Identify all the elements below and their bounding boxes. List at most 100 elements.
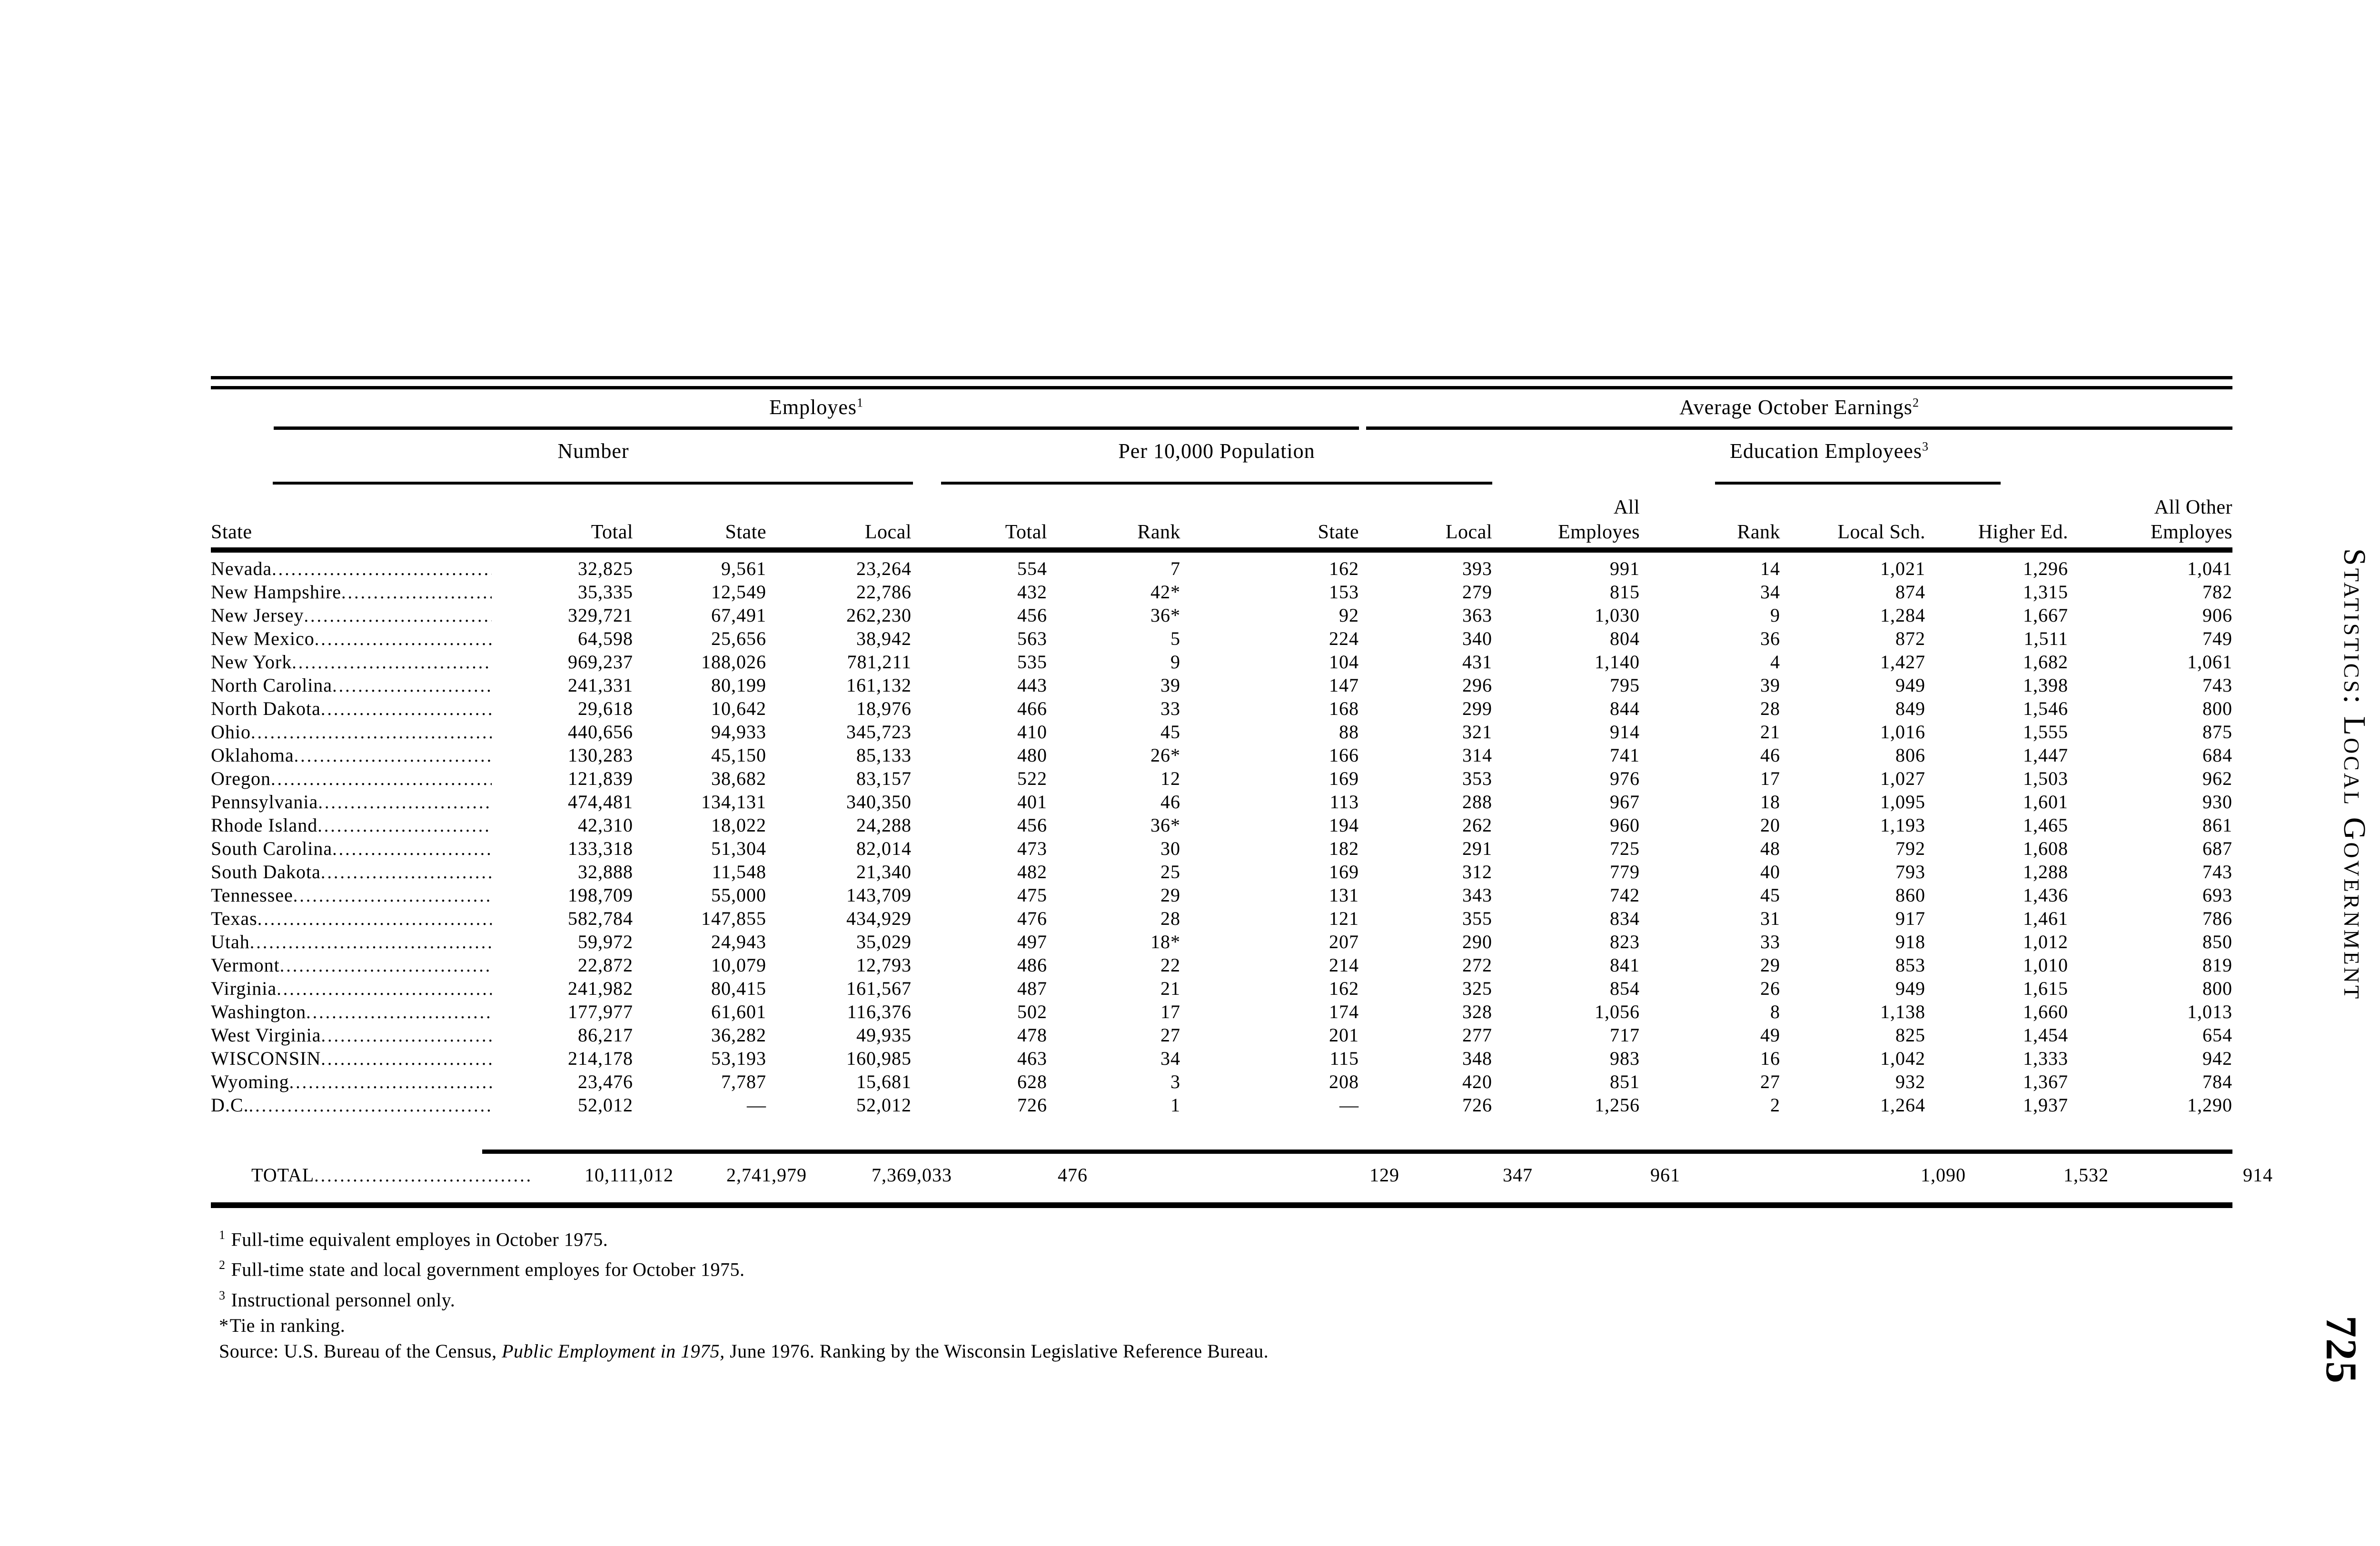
state-label: Washington	[211, 1000, 492, 1023]
value-cell: 918	[1895, 931, 1925, 952]
value-cell: 806	[1895, 744, 1925, 766]
value-cell: 59,972	[578, 931, 633, 952]
value-cell: 962	[2202, 768, 2232, 789]
value-cell: 393	[1462, 558, 1492, 579]
value-cell: 1,027	[1880, 768, 1925, 789]
value-cell: 554	[1017, 558, 1047, 579]
value-cell: 1,056	[1595, 1001, 1640, 1022]
value-cell: 522	[1017, 768, 1047, 789]
column-header: Higher Ed.	[1978, 521, 2068, 543]
value-cell: 850	[2202, 931, 2232, 952]
value-cell: 42*	[1150, 581, 1180, 603]
value-cell: 363	[1462, 605, 1492, 626]
value-cell: 32,888	[578, 861, 633, 882]
value-cell: 1,667	[2023, 605, 2068, 626]
dot-leader	[258, 907, 492, 930]
value-cell: 174	[1329, 1001, 1359, 1022]
value-cell: 1,288	[2023, 861, 2068, 882]
column-header: All Employes	[1558, 496, 1640, 543]
state-name: North Dakota	[211, 698, 321, 719]
value-cell: 168	[1329, 698, 1359, 719]
state-label: Tennessee	[211, 883, 492, 907]
value-cell: 27	[1760, 1071, 1780, 1092]
value-cell: 345,723	[846, 721, 912, 743]
subgroup-header-number: Number	[557, 439, 629, 463]
value-cell: 1,511	[2023, 628, 2068, 649]
state-name: Vermont	[211, 954, 280, 976]
value-cell: 9,561	[721, 558, 766, 579]
state-name: Wyoming	[211, 1071, 289, 1092]
value-cell: 443	[1017, 674, 1047, 696]
value-cell: 684	[2202, 744, 2232, 766]
state-label: TOTAL	[211, 1160, 532, 1190]
state-label: Oklahoma	[211, 743, 492, 767]
value-cell: 1,555	[2023, 721, 2068, 743]
value-cell: 194	[1329, 814, 1359, 836]
value-cell: 133,318	[568, 838, 633, 859]
value-cell: 39	[1760, 674, 1780, 696]
value-cell: 976	[1610, 768, 1640, 789]
value-cell: 983	[1610, 1048, 1640, 1069]
value-cell: 693	[2202, 884, 2232, 906]
footnote-text: Tie in ranking.	[229, 1314, 346, 1336]
value-cell: 930	[2202, 791, 2232, 813]
dot-leader	[250, 930, 492, 953]
value-cell: 214	[1329, 954, 1359, 976]
value-cell: 355	[1462, 908, 1492, 929]
footnote: *Tie in ranking.	[219, 1313, 1269, 1338]
state-label: North Carolina	[211, 674, 492, 697]
table-row: New Mexico 64,598 25,656 38,942 563 5 224 340 80…	[211, 627, 2232, 650]
value-cell: 45,150	[711, 744, 766, 766]
value-cell: 726	[1462, 1094, 1492, 1116]
value-cell: 1,012	[2023, 931, 2068, 952]
value-cell: 262,230	[846, 605, 912, 626]
value-cell: 849	[1895, 698, 1925, 719]
table-row: Washington 177,977 61,601 116,376 502 17 174 32…	[211, 1000, 2232, 1023]
value-cell: 169	[1329, 861, 1359, 882]
subgroup-header-education-label: Education Employees	[1730, 439, 1922, 463]
group-header-earnings: Average October Earnings2	[1366, 396, 2232, 419]
value-cell: 36	[1760, 628, 1780, 649]
state-name: Nevada	[211, 558, 272, 579]
value-cell: 115	[1329, 1048, 1359, 1069]
value-cell: 40	[1760, 861, 1780, 882]
state-name: D.C.	[211, 1094, 249, 1116]
value-cell: 420	[1462, 1071, 1492, 1092]
value-cell: 35,335	[578, 581, 633, 603]
value-cell: 853	[1895, 954, 1925, 976]
value-cell: 291	[1462, 838, 1492, 859]
value-cell: 80,199	[711, 674, 766, 696]
value-cell: 153	[1329, 581, 1359, 603]
state-label: New Mexico	[211, 627, 492, 650]
value-cell: 874	[1895, 581, 1925, 603]
state-name: South Carolina	[211, 838, 333, 859]
value-cell: 473	[1017, 838, 1047, 859]
state-name: Oklahoma	[211, 744, 294, 766]
value-cell: 10,079	[711, 954, 766, 976]
value-cell: 279	[1462, 581, 1492, 603]
value-cell: 456	[1017, 605, 1047, 626]
value-cell: 34	[1760, 581, 1780, 603]
value-cell: 288	[1462, 791, 1492, 813]
dot-leader	[314, 1160, 532, 1190]
dot-leader	[292, 650, 492, 674]
state-label: Oregon	[211, 767, 492, 790]
value-cell: 33	[1760, 931, 1780, 952]
footnote-marker: 2	[219, 1258, 226, 1272]
source-prefix: Source: U.S. Bureau of the Census,	[219, 1340, 502, 1362]
table-bottom-rule	[211, 1202, 2232, 1208]
state-label: D.C.	[211, 1093, 492, 1117]
source-line: Source: U.S. Bureau of the Census, Publi…	[219, 1338, 1269, 1364]
value-cell: 834	[1610, 908, 1640, 929]
value-cell: 21	[1160, 978, 1180, 999]
value-cell: 1,315	[2023, 581, 2068, 603]
value-cell: 1,095	[1880, 791, 1925, 813]
value-cell: 860	[1895, 884, 1925, 906]
value-cell: 348	[1462, 1048, 1492, 1069]
value-cell: 27	[1160, 1024, 1180, 1046]
value-cell: 781,211	[847, 651, 912, 673]
value-cell: 18*	[1150, 931, 1180, 952]
value-cell: 1,090	[1921, 1164, 1966, 1186]
value-cell: 582,784	[568, 908, 633, 929]
value-cell: 476	[1017, 908, 1047, 929]
